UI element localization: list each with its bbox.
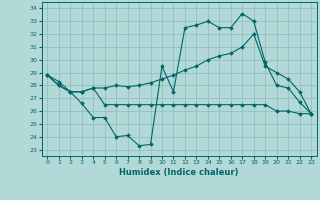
- X-axis label: Humidex (Indice chaleur): Humidex (Indice chaleur): [119, 168, 239, 177]
